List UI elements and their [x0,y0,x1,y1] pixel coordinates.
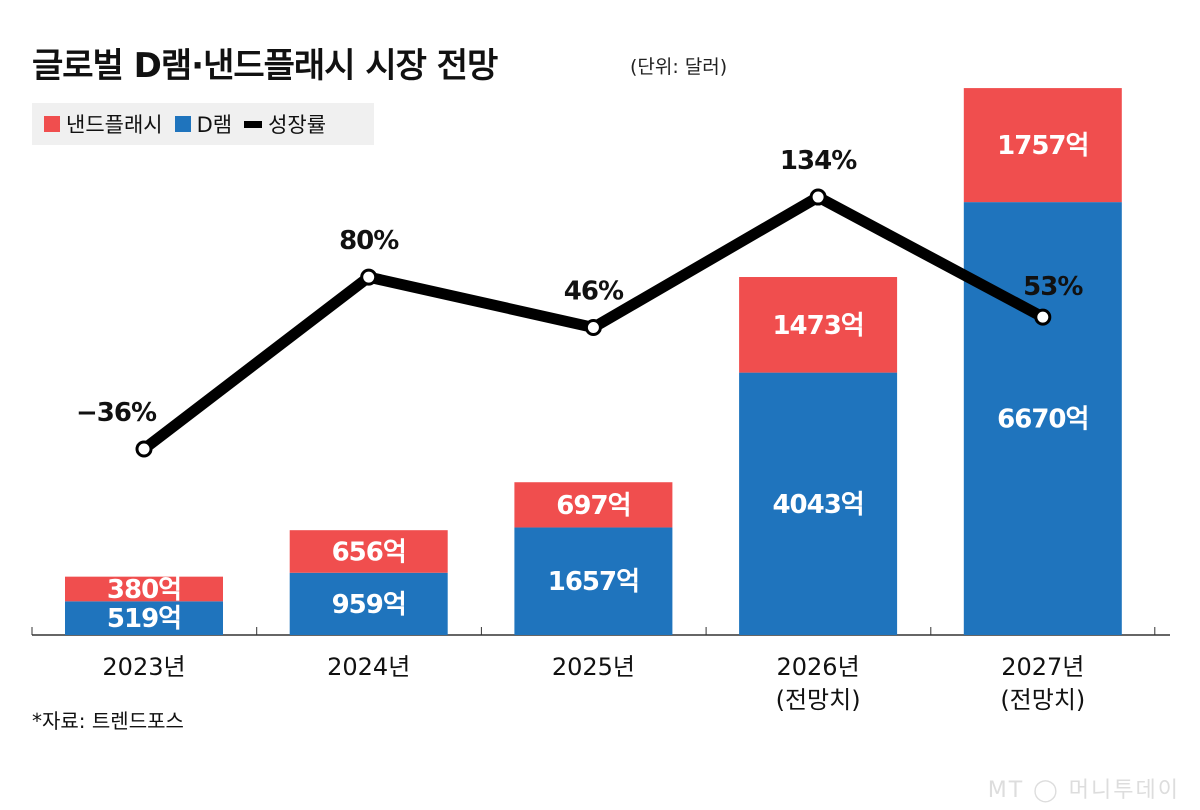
bar-nand [514,482,673,528]
label-nand: 1757억 [997,131,1088,161]
unit-label: (단위: 달러) [630,56,728,78]
legend-growth: 성장률 [244,109,326,139]
growth-label: −36% [76,398,157,428]
bar-nand [963,88,1122,203]
label-dram: 519억 [107,604,181,634]
x-tick-label: 2026년 [777,653,860,681]
legend: 낸드플래시 D램 성장률 [32,103,374,145]
label-nand: 1473억 [772,311,863,341]
label-dram: 4043억 [772,490,863,520]
legend-nand: 낸드플래시 [44,109,163,139]
growth-point [135,440,153,458]
bar-dram [289,572,448,635]
label-dram: 959억 [332,590,406,620]
bar-dram [963,202,1122,635]
label-dram: 1657억 [548,567,639,597]
x-tick-label: (전망치) [1000,686,1085,714]
legend-dram: D램 [174,109,232,139]
growth-point [1034,308,1052,326]
x-tick-label: 2023년 [102,653,185,681]
growth-label: 80% [339,226,399,256]
label-nand: 697억 [556,491,630,521]
growth-point [809,188,827,206]
growth-label: 46% [564,276,624,306]
growth-label: 134% [780,146,857,176]
x-tick-label: 2024년 [327,653,410,681]
bar-nand [65,576,223,602]
bar-dram [514,527,673,635]
growth-point [584,318,602,336]
source-note: *자료: 트렌드포스 [32,709,184,733]
bar-dram [65,601,223,635]
label-nand: 380억 [107,575,181,605]
label-dram: 6670억 [997,405,1088,435]
x-tick-label: 2025년 [552,653,635,681]
watermark-logo: MT ◯ 머니투데이 [987,778,1180,803]
bar-nand [739,277,898,373]
growth-point [360,268,378,286]
growth-label: 53% [1023,272,1083,302]
bar-nand [289,530,448,573]
x-tick-label: 2027년 [1001,653,1084,681]
bar-dram [739,372,898,635]
x-tick-label: (전망치) [776,686,861,714]
label-nand: 656억 [332,537,406,567]
chart-title: 글로벌 D램·낸드플래시 시장 전망 [32,46,498,86]
